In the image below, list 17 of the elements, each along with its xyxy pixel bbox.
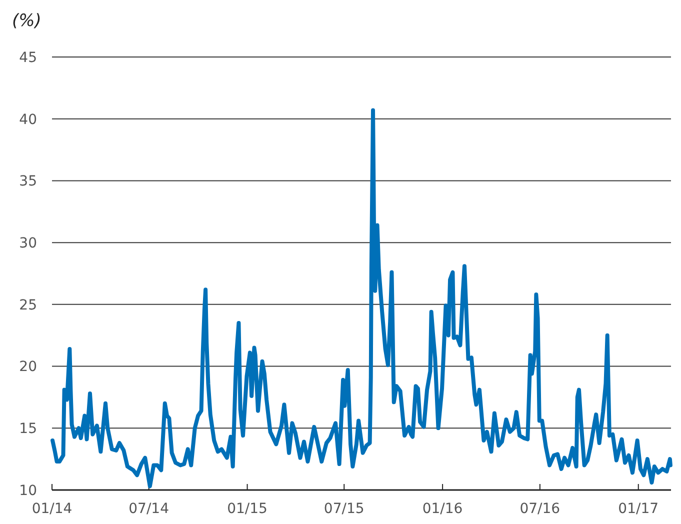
x-tick-label: 07/16 (520, 501, 560, 517)
x-tick-label: 01/15 (227, 501, 268, 517)
y-axis-title: (%) (12, 11, 42, 31)
y-tick-label: 30 (19, 235, 37, 252)
x-tick-label: 07/14 (128, 501, 170, 517)
y-tick-label: 10 (19, 482, 37, 499)
x-tick-label: 01/14 (32, 501, 72, 517)
x-tick-label: 01/16 (422, 501, 463, 517)
x-tick-label: 07/15 (324, 501, 364, 517)
y-tick-label: 20 (19, 359, 37, 376)
line-series (50, 108, 672, 488)
y-tick-label: 45 (19, 50, 37, 66)
y-tick-label: 25 (19, 297, 37, 314)
y-tick-label: 15 (19, 421, 37, 438)
y-tick-label: 40 (19, 112, 37, 128)
y-tick-label: 35 (19, 174, 37, 190)
x-tick-label: 01/17 (618, 501, 659, 517)
